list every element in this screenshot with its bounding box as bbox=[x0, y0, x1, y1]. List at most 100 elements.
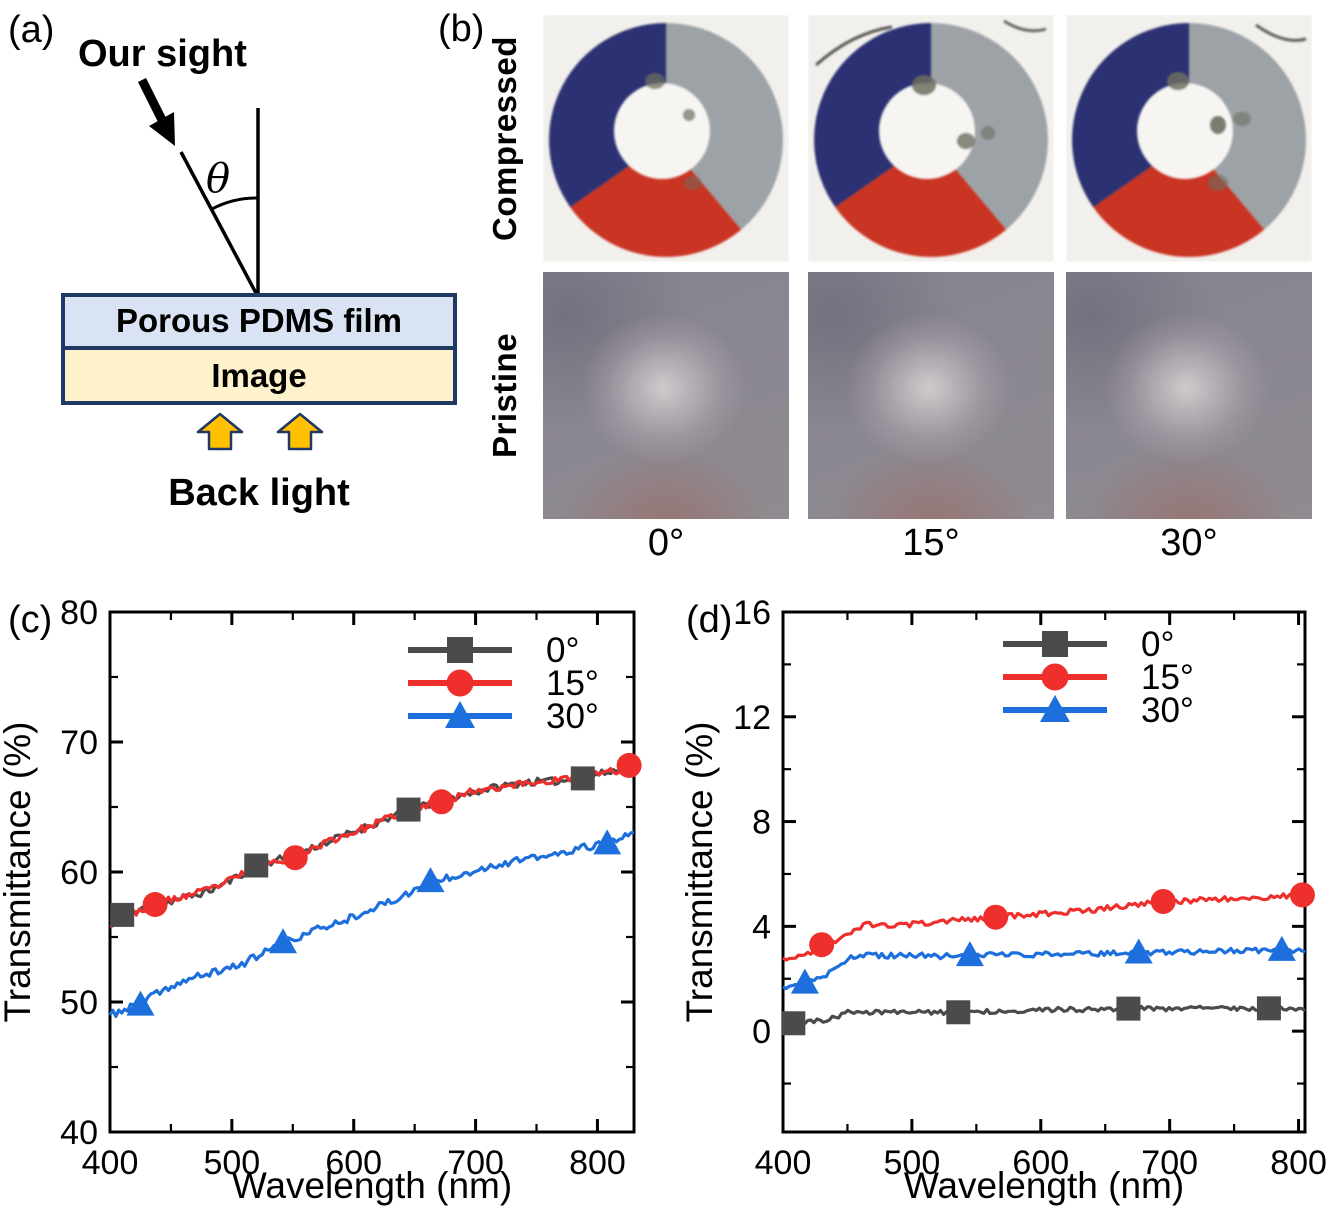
wheel-gray-sector bbox=[1189, 23, 1306, 230]
row-label-compressed: Compressed bbox=[486, 36, 523, 241]
x-tick-label: 700 bbox=[1141, 1144, 1198, 1182]
series-line-0° bbox=[109, 763, 636, 923]
photo-compressed-30deg bbox=[1066, 15, 1312, 262]
marker-square bbox=[1042, 631, 1068, 657]
wheel-red-sector bbox=[570, 140, 742, 257]
legend-label: 30° bbox=[1141, 691, 1194, 730]
plot-frame bbox=[781, 610, 1307, 1134]
y-axis-label: Transmittance (%) bbox=[0, 722, 38, 1023]
panel-a-diagram: (a) Our sight θ Porous PDMS film Image B… bbox=[8, 9, 457, 514]
wheel-center bbox=[614, 83, 710, 179]
series-line-30° bbox=[782, 946, 1306, 991]
marker-square bbox=[570, 766, 595, 791]
wheel-center bbox=[1137, 83, 1233, 179]
backlight-arrow-icon bbox=[276, 412, 324, 451]
pdms-film-box bbox=[61, 293, 457, 350]
x-tick-label: 600 bbox=[325, 1144, 382, 1182]
col-label-15deg: 15° bbox=[902, 522, 960, 564]
wheel-red-sector bbox=[835, 140, 1007, 257]
y-tick-label: 12 bbox=[733, 699, 771, 737]
x-tick-label: 500 bbox=[203, 1144, 260, 1182]
panel-b-label: (b) bbox=[438, 8, 485, 50]
x-tick-label: 400 bbox=[755, 1144, 812, 1182]
crack-mark bbox=[1003, 19, 1047, 33]
marker-circle bbox=[983, 904, 1009, 930]
marker-square bbox=[946, 1000, 971, 1025]
marker-triangle bbox=[1040, 695, 1070, 722]
series-line-15° bbox=[782, 890, 1307, 962]
marker-square bbox=[396, 797, 421, 822]
marker-triangle bbox=[126, 990, 155, 1016]
marker-square bbox=[781, 1011, 806, 1036]
chart-transmittance-pristine: 400 500 600 700 800 0 4 8 12 16 Wavelength (nm) Tra… bbox=[679, 594, 1327, 1206]
y-tick-label: 50 bbox=[60, 984, 98, 1022]
photo-compressed-15deg bbox=[808, 15, 1054, 262]
marker-triangle bbox=[416, 867, 445, 893]
marker-triangle bbox=[445, 701, 475, 728]
legend-label: 0° bbox=[546, 631, 579, 670]
sight-arrow-head-icon bbox=[149, 112, 175, 146]
x-tick-label: 800 bbox=[569, 1144, 626, 1182]
y-tick-label: 0 bbox=[752, 1013, 771, 1051]
marker-circle bbox=[1150, 888, 1176, 914]
series-line-30° bbox=[108, 830, 635, 1018]
marker-circle bbox=[616, 752, 642, 778]
marker-triangle bbox=[269, 928, 298, 954]
x-tick-label: 500 bbox=[884, 1144, 941, 1182]
wheel-red-sector bbox=[1093, 140, 1265, 257]
row-label-pristine: Pristine bbox=[486, 332, 523, 459]
col-label-30deg: 30° bbox=[1160, 522, 1218, 564]
y-tick-label: 8 bbox=[752, 804, 771, 842]
marker-circle bbox=[446, 669, 474, 697]
y-axis-label: Transmittance (%) bbox=[679, 722, 720, 1023]
marker-square bbox=[1116, 996, 1141, 1021]
y-tick-label: 60 bbox=[60, 854, 98, 892]
backlight-label: Back light bbox=[168, 472, 350, 514]
crack-mark bbox=[1255, 23, 1307, 42]
legend-label: 15° bbox=[546, 664, 599, 703]
photo-compressed-0deg bbox=[543, 15, 789, 262]
theta-symbol: θ bbox=[206, 156, 230, 202]
x-axis-label: Wavelength (nm) bbox=[904, 1165, 1184, 1206]
marker-circle bbox=[282, 845, 308, 871]
legend-label: 0° bbox=[1141, 625, 1174, 664]
crack-mark bbox=[815, 25, 893, 67]
photo-pristine-30deg bbox=[1066, 272, 1312, 519]
marker-circle bbox=[428, 789, 454, 815]
our-sight-label: Our sight bbox=[78, 33, 247, 75]
x-axis-label: Wavelength (nm) bbox=[232, 1165, 512, 1206]
panel-a-label: (a) bbox=[8, 9, 54, 51]
marker-circle bbox=[809, 932, 835, 958]
incidence-line bbox=[179, 151, 259, 296]
legend-label: 15° bbox=[1141, 658, 1194, 697]
marker-triangle bbox=[955, 941, 984, 967]
wheel-gray-sector bbox=[666, 23, 783, 230]
x-tick-label: 600 bbox=[1012, 1144, 1069, 1182]
wheel-center bbox=[879, 83, 975, 179]
marker-circle bbox=[1289, 882, 1315, 908]
image-label: Image bbox=[211, 357, 306, 394]
y-tick-label: 4 bbox=[752, 908, 771, 946]
marker-square bbox=[110, 902, 135, 927]
y-tick-label: 16 bbox=[733, 594, 771, 632]
marker-square bbox=[1256, 996, 1281, 1021]
x-tick-label: 700 bbox=[447, 1144, 504, 1182]
sight-arrow-shaft bbox=[137, 77, 168, 125]
legend-label: 30° bbox=[546, 697, 599, 736]
image-box bbox=[61, 346, 457, 405]
wheel-blue-sector bbox=[1072, 23, 1189, 208]
y-tick-label: 40 bbox=[60, 1114, 98, 1152]
backlight-arrow-icon bbox=[196, 412, 244, 451]
x-tick-label: 400 bbox=[82, 1144, 139, 1182]
chart-transmittance-compressed: 400 500 600 700 800 40 50 60 70 80 Wavelength (nm)… bbox=[0, 594, 642, 1206]
marker-square bbox=[447, 637, 473, 663]
marker-square bbox=[244, 853, 269, 878]
marker-circle bbox=[142, 892, 168, 917]
panel-label: (c) bbox=[8, 599, 52, 641]
y-tick-label: 70 bbox=[60, 724, 98, 762]
marker-triangle bbox=[593, 829, 622, 855]
series-line-0° bbox=[782, 1004, 1306, 1028]
pdms-film-label: Porous PDMS film bbox=[116, 302, 402, 339]
wheel-blue-sector bbox=[549, 23, 666, 208]
